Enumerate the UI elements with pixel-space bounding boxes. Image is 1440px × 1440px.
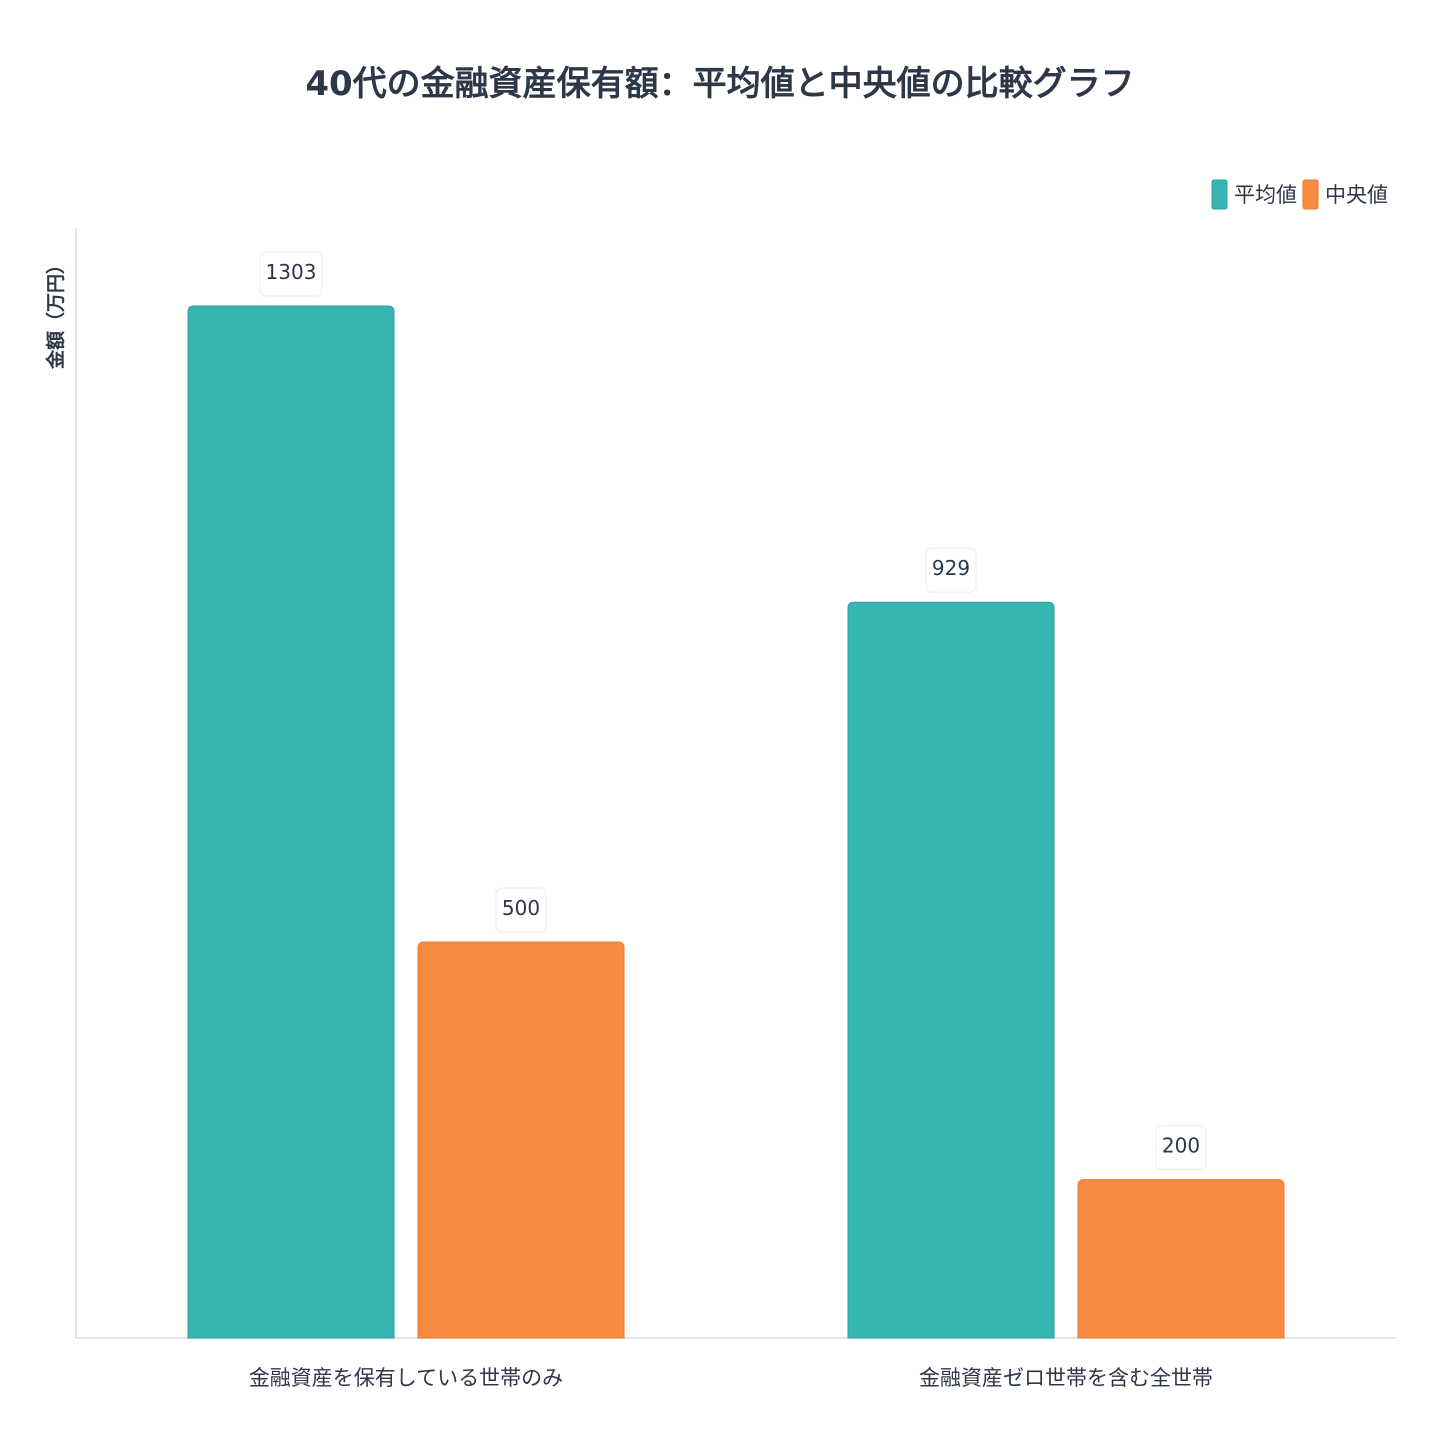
y-axis-label: 金額（万円） [44,255,67,370]
legend: 平均値 中央値 [1211,179,1388,210]
bar-1-1 [1077,1179,1285,1339]
value-label-1-0: 500 [502,896,540,920]
bar-0-0 [187,305,395,1339]
value-label-bg-1-1 [1155,1125,1207,1171]
bar-1-0 [417,941,625,1339]
bar-0-1 [847,601,1055,1339]
category-label-1: 金融資産ゼロ世帯を含む全世帯 [919,1366,1213,1390]
value-label-1-1: 200 [1162,1134,1200,1158]
legend-label-1: 中央値 [1325,183,1388,207]
value-label-0-1: 929 [932,556,970,580]
category-label-0: 金融資産を保有している世帯のみ [249,1366,563,1390]
bars-group [187,305,1285,1339]
value-label-bg-0-1 [925,547,977,593]
legend-swatch-1 [1302,179,1319,210]
legend-swatch-0 [1211,179,1228,210]
value-label-bg-1-0 [495,887,547,933]
chart-title: 40代の金融資産保有額：平均値と中央値の比較グラフ [305,64,1134,104]
value-label-0-0: 1303 [266,260,317,284]
legend-label-0: 平均値 [1234,183,1297,207]
value-labels-group: 1303 500 929 200 [259,251,1207,1171]
value-label-bg-0-0 [259,251,323,297]
category-labels-group: 金融資産を保有している世帯のみ 金融資産ゼロ世帯を含む全世帯 [249,1366,1213,1390]
